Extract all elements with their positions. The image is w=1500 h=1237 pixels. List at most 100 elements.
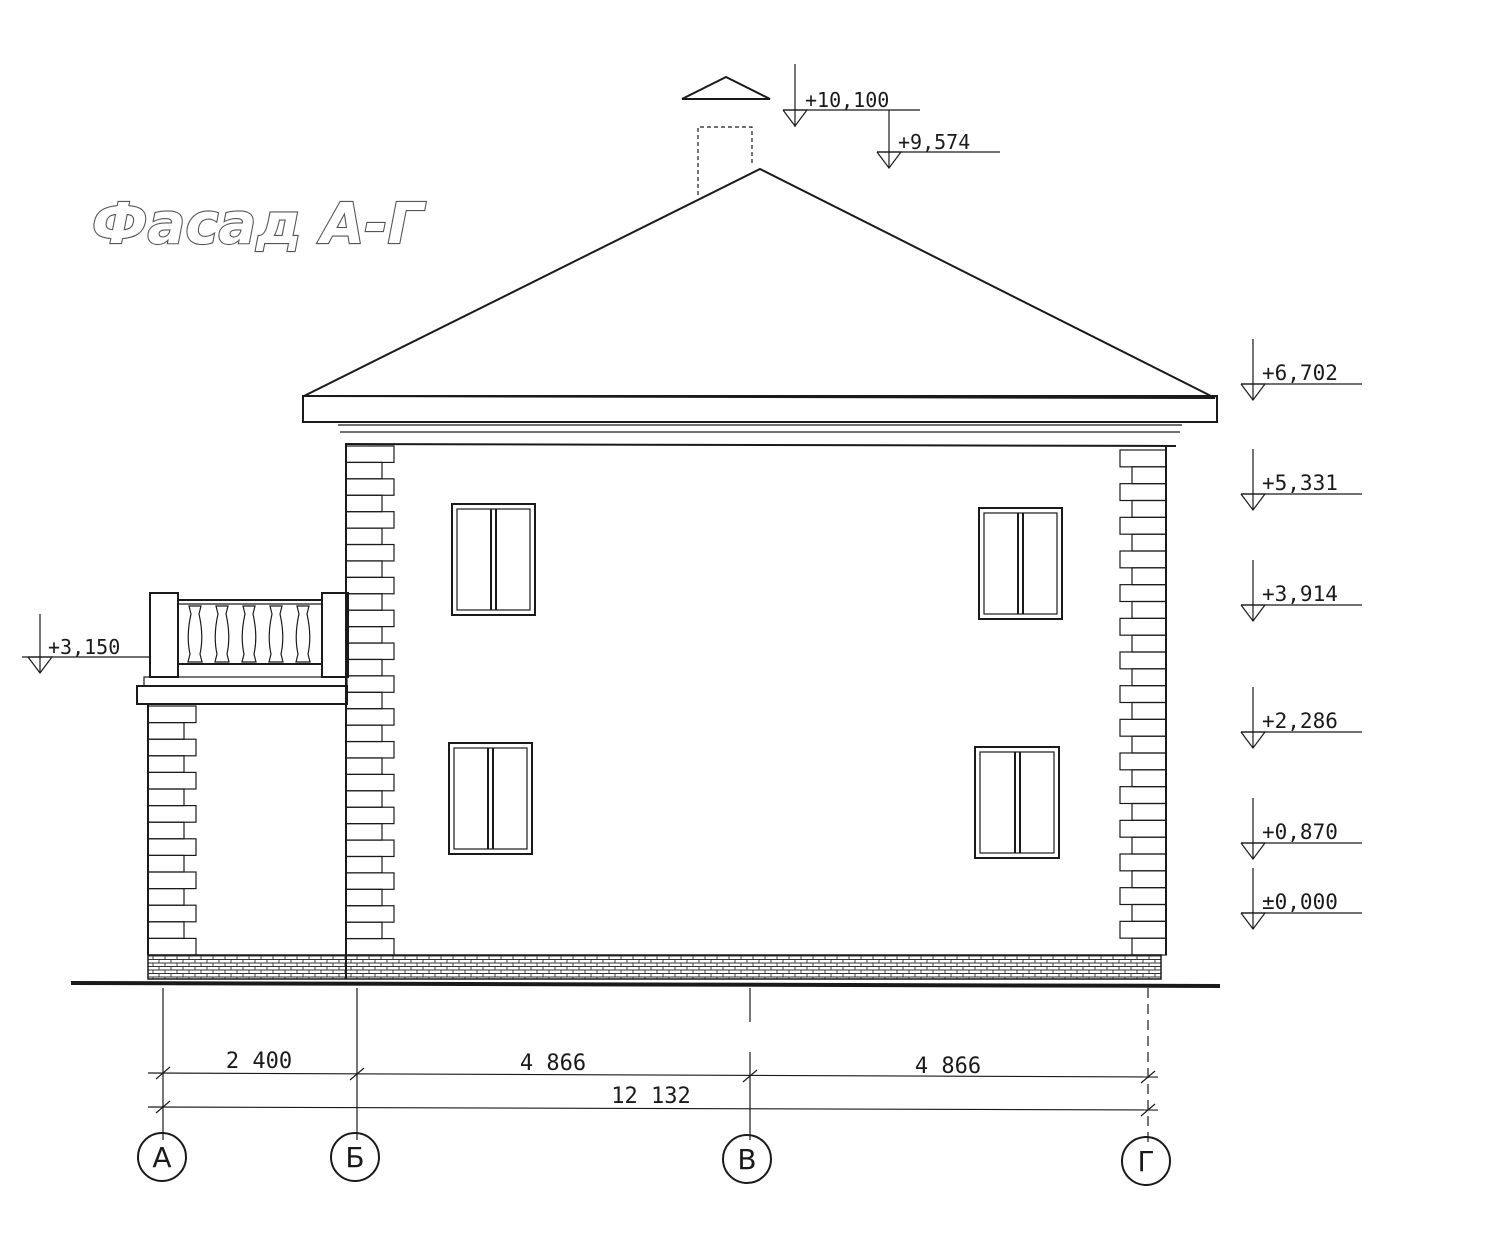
quoins-left: [345, 445, 395, 956]
quoin-block: [1131, 701, 1167, 720]
window-upper-right: [978, 507, 1063, 620]
quoin-block: [345, 724, 383, 743]
dim-b-v: 4 866: [520, 1051, 586, 1076]
baluster: [187, 605, 203, 663]
level-mark-eave: +6,702: [1240, 339, 1362, 401]
quoin-block: [1131, 802, 1167, 821]
quoin-block: [345, 593, 383, 611]
svg-text:+3,914: +3,914: [1262, 582, 1338, 606]
quoin-block: [345, 461, 383, 480]
quoin-block: [345, 806, 395, 825]
quoin-block: [345, 691, 383, 710]
level-mark-bottom-floor2-window: +3,914: [1240, 560, 1362, 622]
quoin-block: [1131, 567, 1167, 586]
quoin-block: [345, 642, 395, 661]
svg-text:+6,702: +6,702: [1262, 361, 1338, 385]
quoin-block: [1119, 617, 1167, 636]
quoins-right: [1119, 449, 1167, 956]
quoin-block: [345, 855, 383, 874]
plinth: [147, 954, 1162, 980]
level-mark-top-floor1-window: +2,286: [1240, 687, 1362, 749]
quoin-block: [345, 478, 395, 496]
quoin-block: [1119, 584, 1167, 603]
dim-v-g: 4 866: [915, 1054, 981, 1079]
svg-text:Г: Г: [1137, 1145, 1154, 1178]
quoin-block: [1131, 735, 1167, 754]
quoin-block: [147, 887, 185, 906]
level-mark-bottom-floor1-window: +0,870: [1240, 798, 1362, 860]
quoin-block: [147, 738, 197, 757]
quoin-block: [345, 773, 395, 792]
svg-text:±0,000: ±0,000: [1262, 890, 1338, 914]
axis-a-bubble: А: [137, 1132, 187, 1182]
axis-b-bubble: Б: [330, 1132, 380, 1182]
quoin-block: [345, 823, 383, 841]
quoin-block: [345, 626, 383, 644]
quoin-block: [147, 771, 197, 790]
quoin-block: [147, 838, 197, 856]
quoin-block: [1131, 903, 1167, 922]
quoin-block: [345, 839, 395, 858]
quoin-block: [147, 871, 197, 890]
level-mark-zero: ±0,000: [1240, 868, 1362, 930]
svg-text:+10,100: +10,100: [805, 88, 889, 112]
level-mark-balcony: +3,150: [22, 614, 150, 674]
quoin-block: [1131, 769, 1167, 788]
quoin-block: [345, 937, 395, 956]
quoin-block: [345, 740, 395, 759]
window-upper-left: [451, 503, 536, 616]
quoin-block: [1119, 752, 1167, 771]
quoin-block: [1119, 786, 1167, 805]
quoin-block: [147, 904, 197, 923]
quoin-block: [1131, 600, 1167, 619]
quoin-block: [1119, 853, 1167, 872]
level-mark-ridge: +9,574: [876, 110, 1000, 169]
quoin-block: [1119, 718, 1167, 737]
quoin-block: [1119, 685, 1167, 704]
quoin-block: [345, 872, 395, 890]
baluster: [214, 605, 230, 663]
quoin-block: [345, 494, 383, 513]
axis-g-bubble: Г: [1121, 1136, 1171, 1186]
main-wall: [345, 444, 1167, 955]
quoin-block: [1119, 449, 1167, 468]
quoin-block: [147, 788, 185, 807]
quoin-block: [1131, 937, 1167, 956]
ground-line: [70, 981, 1221, 988]
quoin-block: [1119, 920, 1167, 939]
quoin-block: [1131, 533, 1167, 552]
dim-a-b: 2 400: [226, 1049, 292, 1074]
quoin-block: [345, 658, 383, 677]
svg-text:А: А: [152, 1141, 171, 1174]
quoin-block: [345, 609, 395, 628]
quoin-block: [1119, 651, 1167, 670]
quoins-porch: [147, 705, 197, 956]
quoin-block: [345, 527, 383, 546]
quoin-block: [1131, 870, 1167, 889]
quoin-block: [1131, 634, 1167, 653]
quoin-block: [345, 511, 395, 529]
quoin-block: [1131, 499, 1167, 518]
svg-text:+3,150: +3,150: [48, 635, 120, 659]
window-lower-left: [448, 742, 533, 855]
quoin-block: [1119, 887, 1167, 906]
drawing-title: Фасад А-Г: [92, 192, 427, 257]
quoin-block: [1119, 483, 1167, 502]
quoin-block: [147, 821, 185, 840]
quoin-block: [1131, 466, 1167, 485]
quoin-block: [345, 576, 395, 595]
quoin-block: [1119, 516, 1167, 535]
svg-text:+0,870: +0,870: [1262, 820, 1338, 844]
balcony: [136, 592, 349, 955]
dim-total: 12 132: [611, 1084, 690, 1109]
svg-text:Б: Б: [345, 1141, 364, 1174]
quoin-block: [345, 560, 383, 578]
window-lower-right: [974, 746, 1060, 859]
quoin-block: [1119, 819, 1167, 838]
baluster: [295, 605, 311, 663]
quoin-block: [345, 708, 395, 726]
balusters: [187, 605, 311, 663]
quoin-block: [345, 905, 395, 923]
axis-v-bubble: В: [722, 1134, 772, 1184]
